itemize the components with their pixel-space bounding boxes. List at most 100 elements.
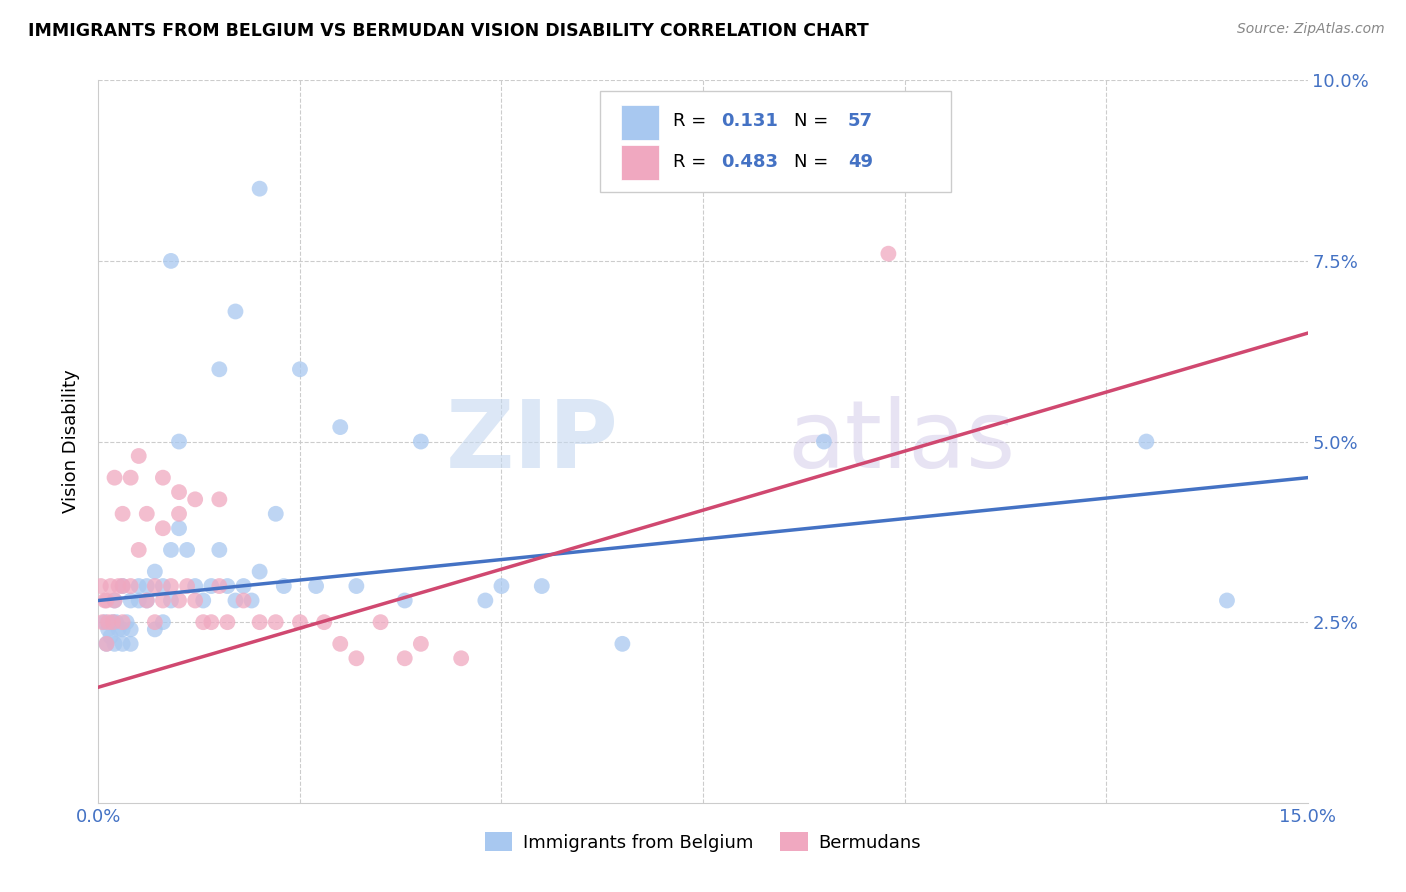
Point: [100, 579, 122, 593]
Point: [120, 623, 142, 637]
Point: [103, 471, 125, 485]
Point: [97, 615, 120, 630]
Point: [152, 615, 174, 630]
Point: [217, 615, 239, 630]
Point: [394, 651, 416, 665]
Point: [160, 254, 183, 268]
Point: [111, 579, 134, 593]
Point: [97, 623, 120, 637]
Point: [184, 579, 207, 593]
Text: ZIP: ZIP: [446, 395, 619, 488]
Text: R =: R =: [672, 153, 706, 171]
Point: [208, 362, 231, 376]
Point: [167, 434, 190, 449]
Point: [167, 521, 190, 535]
Point: [100, 630, 122, 644]
Point: [232, 593, 254, 607]
Point: [344, 651, 367, 665]
Point: [128, 542, 150, 557]
Point: [394, 593, 416, 607]
Point: [135, 593, 157, 607]
Point: [264, 615, 287, 630]
Point: [329, 420, 352, 434]
Point: [115, 615, 138, 630]
Point: [105, 615, 128, 630]
Point: [152, 521, 174, 535]
Point: [813, 434, 835, 449]
Point: [120, 593, 142, 607]
Point: [184, 492, 207, 507]
Point: [474, 593, 496, 607]
Point: [217, 579, 239, 593]
Point: [101, 615, 124, 630]
Point: [200, 579, 222, 593]
Point: [329, 637, 352, 651]
Point: [224, 304, 246, 318]
Point: [249, 565, 271, 579]
Point: [249, 182, 271, 196]
Point: [91, 615, 114, 630]
Point: [288, 362, 311, 376]
Point: [176, 542, 198, 557]
Point: [101, 615, 124, 630]
Point: [240, 593, 263, 607]
Point: [120, 471, 142, 485]
Text: 57: 57: [848, 112, 873, 130]
Point: [135, 593, 157, 607]
Point: [344, 579, 367, 593]
Point: [96, 637, 118, 651]
Text: N =: N =: [793, 153, 828, 171]
Point: [111, 579, 134, 593]
Point: [877, 246, 900, 260]
Point: [96, 637, 118, 651]
Point: [107, 579, 129, 593]
Text: 0.483: 0.483: [721, 153, 778, 171]
Point: [107, 623, 129, 637]
Legend: Immigrants from Belgium, Bermudans: Immigrants from Belgium, Bermudans: [478, 825, 928, 859]
Point: [103, 593, 125, 607]
Point: [450, 651, 472, 665]
Point: [314, 615, 336, 630]
Point: [120, 579, 142, 593]
Point: [128, 593, 150, 607]
Point: [143, 579, 166, 593]
Point: [208, 579, 231, 593]
Bar: [621, 105, 659, 139]
Y-axis label: Vision Disability: Vision Disability: [62, 369, 80, 514]
Point: [200, 615, 222, 630]
Point: [167, 593, 190, 607]
Point: [167, 485, 190, 500]
Point: [111, 623, 134, 637]
Point: [143, 623, 166, 637]
Point: [90, 579, 112, 593]
Point: [193, 593, 215, 607]
Point: [409, 434, 432, 449]
Text: atlas: atlas: [787, 395, 1017, 488]
Point: [232, 579, 254, 593]
Point: [264, 507, 287, 521]
FancyBboxPatch shape: [600, 91, 950, 193]
Point: [143, 565, 166, 579]
Point: [152, 579, 174, 593]
Text: N =: N =: [793, 112, 828, 130]
Point: [167, 507, 190, 521]
Point: [128, 449, 150, 463]
Point: [111, 615, 134, 630]
Point: [128, 579, 150, 593]
Point: [152, 593, 174, 607]
Point: [1135, 434, 1157, 449]
Point: [208, 542, 231, 557]
Point: [135, 507, 157, 521]
Point: [370, 615, 392, 630]
Point: [135, 579, 157, 593]
Point: [184, 593, 207, 607]
Point: [249, 615, 271, 630]
Text: R =: R =: [672, 112, 706, 130]
Point: [160, 593, 183, 607]
Point: [103, 593, 125, 607]
Point: [491, 579, 513, 593]
Point: [160, 579, 183, 593]
Bar: [621, 145, 659, 180]
Point: [612, 637, 634, 651]
Text: 49: 49: [848, 153, 873, 171]
